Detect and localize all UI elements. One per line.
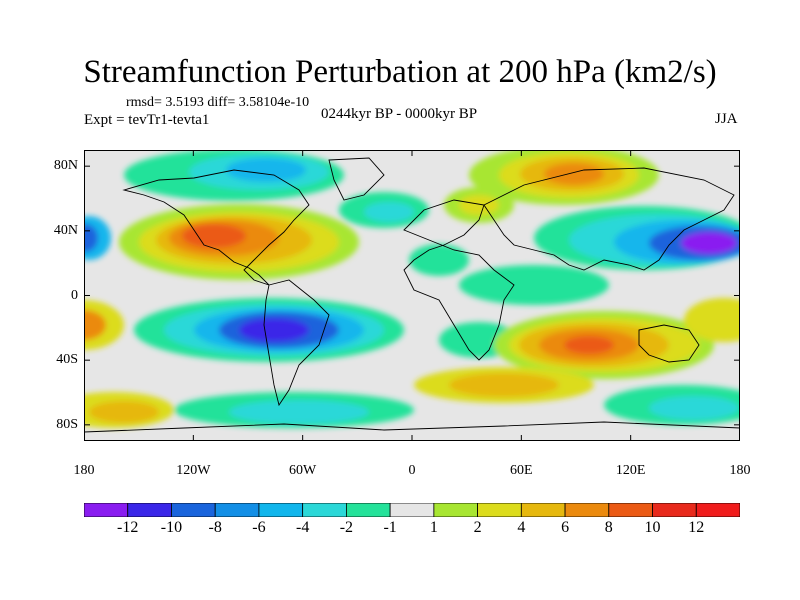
coastlines	[84, 157, 740, 433]
lat-tick-label: 80N	[53, 158, 78, 174]
lon-tick-label: 120E	[615, 463, 646, 478]
lon-tick-label: 0	[408, 463, 416, 478]
colorbar-box	[652, 503, 697, 517]
experiment-text: Expt = tevTr1-tevta1	[84, 112, 210, 128]
colorbar-box	[345, 503, 391, 517]
colorbar-box	[171, 503, 216, 517]
colorbar-box	[84, 503, 129, 517]
colorbar-box	[258, 503, 304, 517]
axis-ticks	[84, 150, 740, 441]
colorbar-label: 12	[688, 519, 705, 536]
lat-tick-label: 40N	[53, 222, 78, 238]
colorbar-box	[389, 503, 435, 517]
lat-tick-label: 80S	[56, 416, 78, 432]
season-text: JJA	[715, 111, 738, 127]
colorbar-box	[477, 503, 522, 517]
colorbar-label: -4	[295, 519, 310, 536]
colorbar-box	[608, 503, 653, 517]
colorbar-label: -12	[117, 519, 139, 536]
colorbar-label: -8	[208, 519, 222, 536]
lon-tick-label: 180	[73, 463, 95, 478]
period-text: 0244kyr BP - 0000kyr BP	[321, 106, 478, 122]
colorbar-label: -6	[252, 519, 266, 536]
colorbar-label: 4	[517, 519, 526, 536]
colorbar-label: -2	[339, 519, 354, 536]
lon-tick-label: 60W	[289, 463, 317, 478]
colorbar-box	[520, 503, 566, 517]
colorbar-label: -10	[160, 519, 183, 536]
lon-tick-label: 60E	[510, 463, 533, 478]
colorbar-box	[695, 503, 740, 517]
lon-tick-label: 180	[729, 463, 751, 478]
colorbar-label: 6	[561, 519, 570, 536]
map-plot	[84, 150, 740, 441]
lon-tick-label: 120W	[176, 463, 211, 478]
colorbar-box	[214, 503, 260, 517]
contour-field	[84, 150, 740, 428]
colorbar-box	[127, 503, 172, 517]
colorbar	[84, 503, 740, 517]
colorbar-box	[302, 503, 347, 517]
lat-tick-label: 0	[71, 287, 78, 303]
map-title: Streamfunction Perturbation at 200 hPa (…	[83, 54, 717, 90]
colorbar-box	[564, 503, 610, 517]
colorbar-label: -1	[383, 519, 397, 536]
colorbar-label: 1	[429, 519, 438, 536]
colorbar-label: 10	[644, 519, 661, 536]
colorbar-label: 8	[604, 519, 613, 536]
stats-text: rmsd= 3.5193 diff= 3.58104e-10	[126, 95, 310, 110]
colorbar-label: 2	[473, 519, 482, 536]
colorbar-box	[433, 503, 479, 517]
lat-tick-label: 40S	[56, 352, 78, 368]
